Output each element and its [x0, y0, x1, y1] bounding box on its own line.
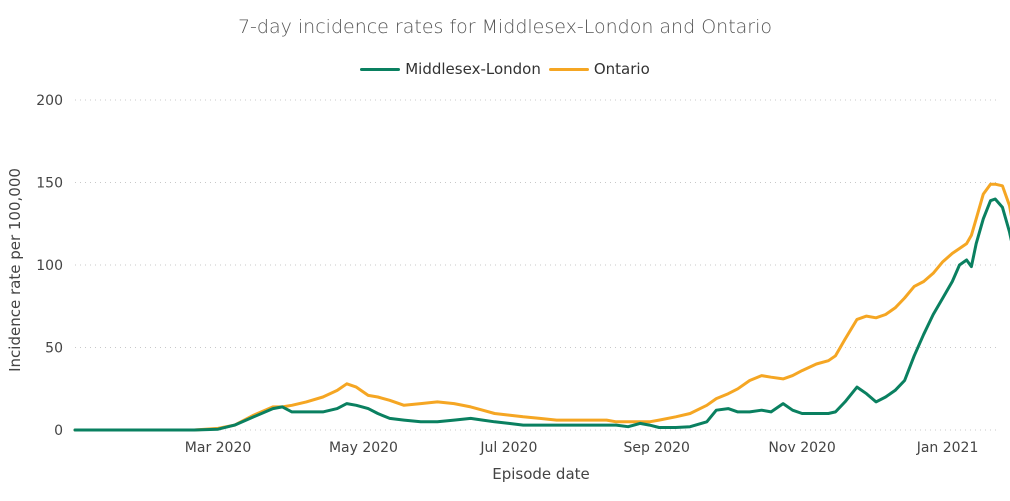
series-line-middlesex-london[interactable]	[73, 197, 1010, 432]
y-tick-label-150: 150	[36, 176, 63, 192]
series-line-ontario[interactable]	[73, 182, 1010, 432]
legend: Middlesex-London Ontario	[0, 60, 1010, 78]
legend-label-middlesex-london: Middlesex-London	[405, 60, 541, 78]
y-tick-label-0: 0	[54, 423, 63, 439]
x-axis-ticks: Mar 2020 May 2020 Jul 2020 Sep 2020 Nov 2020…	[185, 440, 979, 456]
x-tick-label-5: Jan 2021	[916, 440, 979, 456]
legend-item-middlesex-london[interactable]: Middlesex-London	[360, 60, 541, 78]
y-axis-ticks: 0 50 100 150 200	[36, 93, 63, 439]
x-tick-label-1: May 2020	[329, 440, 398, 456]
series-lines	[73, 182, 1010, 432]
gridlines	[75, 99, 1000, 431]
x-tick-label-4: Nov 2020	[768, 440, 835, 456]
legend-swatch-ontario	[548, 67, 589, 71]
y-axis-title: Incidence rate per 100,000	[6, 168, 24, 372]
legend-item-ontario[interactable]: Ontario	[548, 60, 650, 78]
legend-swatch-middlesex-london	[360, 67, 401, 71]
x-tick-label-2: Jul 2020	[479, 440, 537, 456]
y-tick-label-200: 200	[36, 93, 63, 109]
y-tick-label-100: 100	[36, 258, 63, 274]
x-tick-label-3: Sep 2020	[623, 440, 689, 456]
legend-label-ontario: Ontario	[593, 60, 650, 78]
y-tick-label-50: 50	[45, 341, 63, 357]
x-tick-label-0: Mar 2020	[185, 440, 252, 456]
x-axis-title: Episode date	[492, 465, 590, 483]
chart-title: 7-day incidence rates for Middlesex-Lond…	[237, 16, 773, 38]
